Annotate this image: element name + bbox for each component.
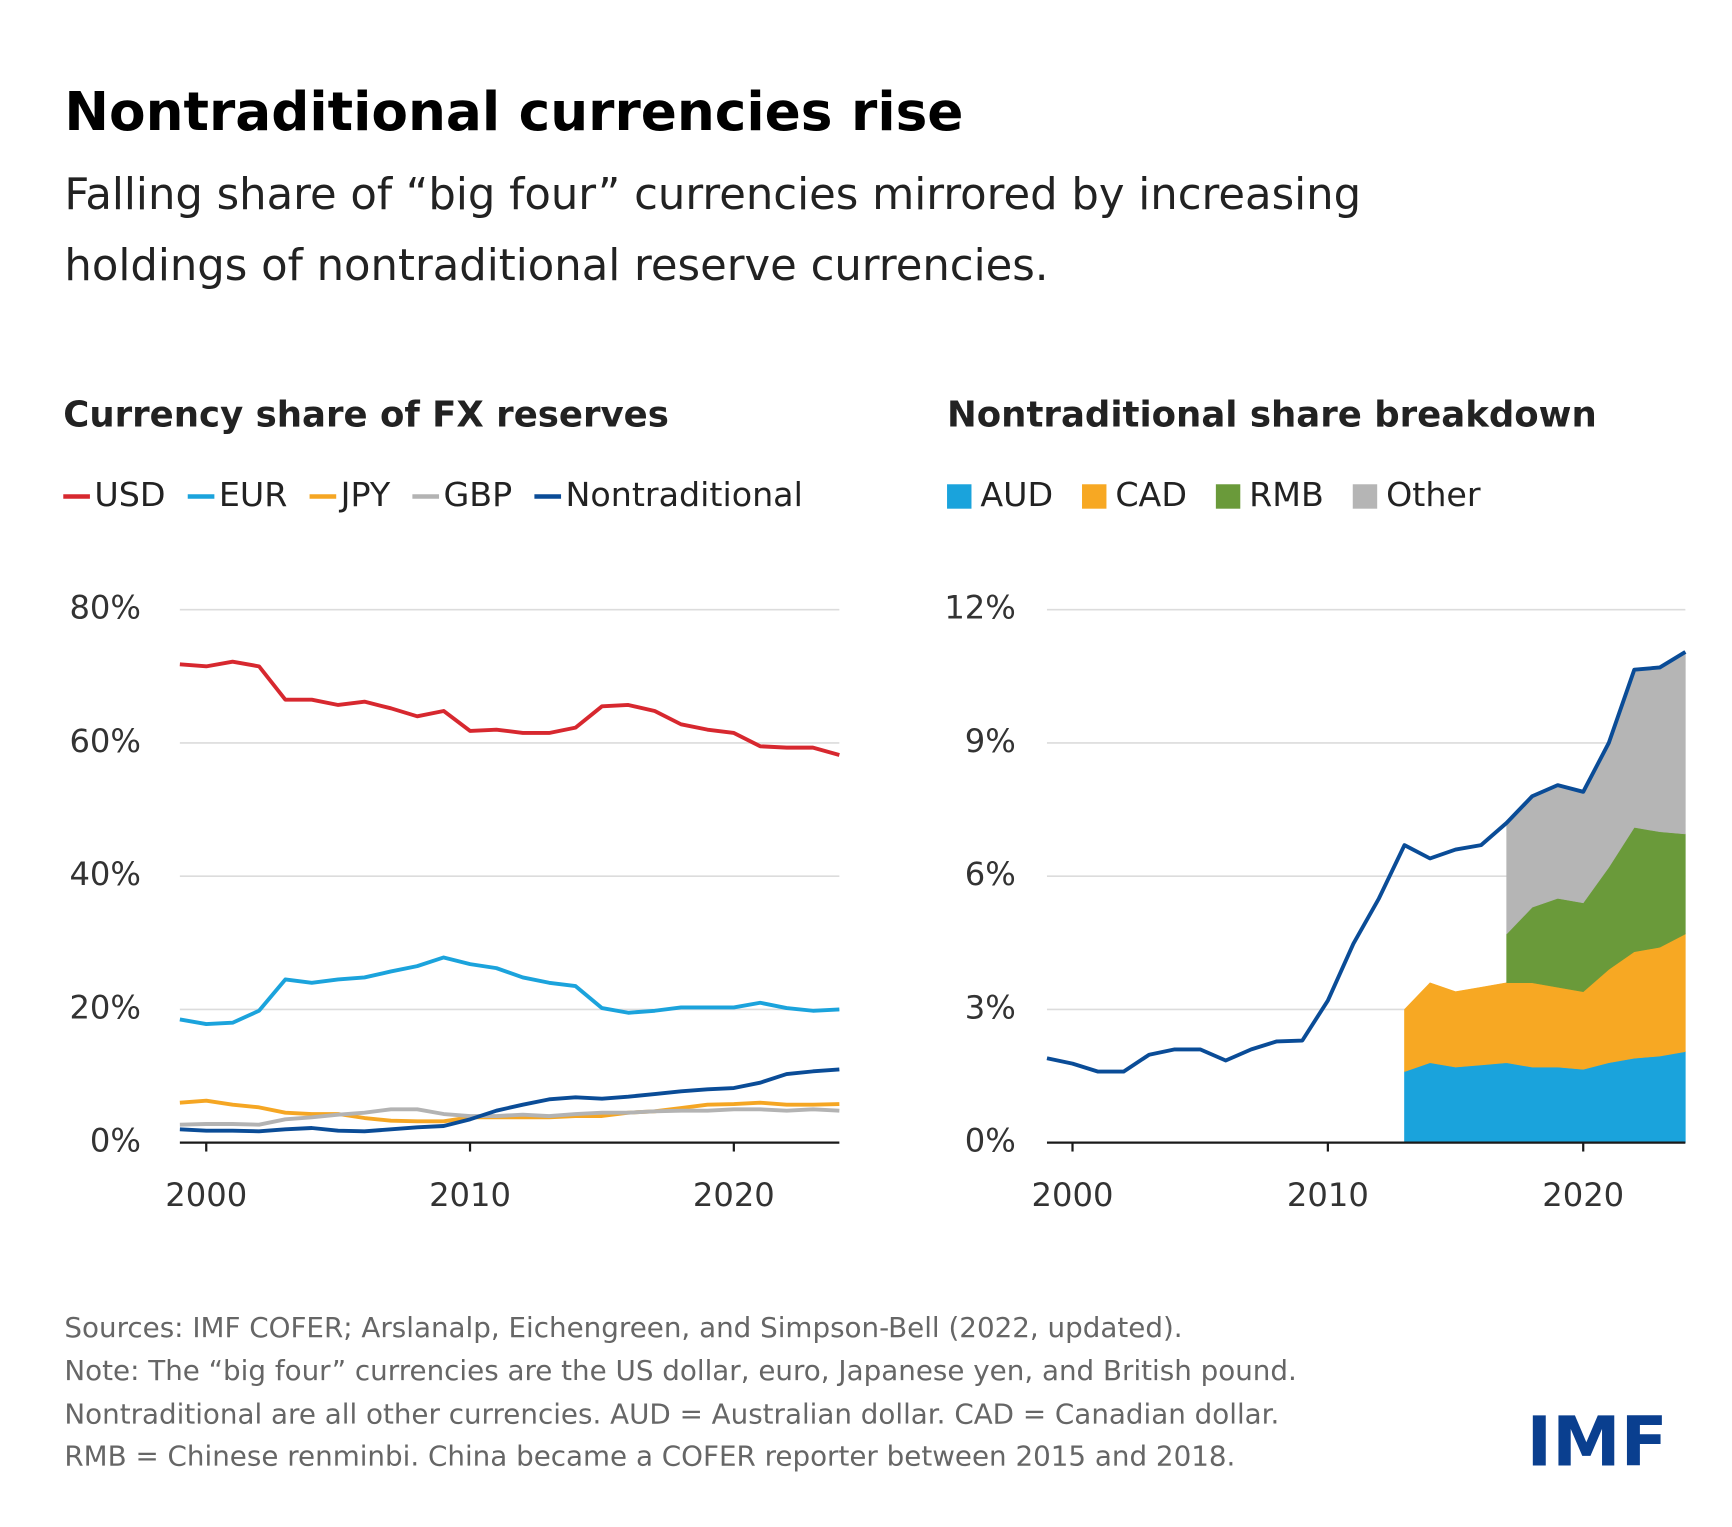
legend-label: JPY xyxy=(339,475,391,514)
note: Sources: IMF COFER; Arslanalp, Eichengre… xyxy=(64,1311,1182,1344)
y-tick-label: 0% xyxy=(90,1122,141,1160)
logo: IMF xyxy=(1526,1403,1667,1483)
y-tick-label: 40% xyxy=(69,855,141,893)
subtitle: holdings of nontraditional reserve curre… xyxy=(64,241,1048,291)
note: Note: The “big four” currencies are the … xyxy=(64,1354,1296,1387)
data-line xyxy=(179,1067,840,1134)
legend-marker xyxy=(1352,484,1378,509)
y-tick-label: 60% xyxy=(69,722,141,760)
chart-title: Currency share of FX reserves xyxy=(63,395,669,436)
legend-label: CAD xyxy=(1115,475,1187,514)
y-tick-label: 12% xyxy=(944,589,1016,627)
legend-label: GBP xyxy=(443,475,512,514)
note: Nontraditional are all other currencies.… xyxy=(64,1398,1279,1431)
legend-marker xyxy=(1215,484,1241,509)
legend-label: AUD xyxy=(980,475,1053,514)
chart-title: Nontraditional share breakdown xyxy=(947,395,1597,436)
legend-marker xyxy=(1082,484,1107,509)
legend-label: Other xyxy=(1386,475,1481,514)
data-line xyxy=(179,659,840,757)
legend-label: EUR xyxy=(219,475,288,514)
legend-marker xyxy=(947,484,972,509)
x-tick-label: 2010 xyxy=(429,1176,511,1214)
y-tick-label: 0% xyxy=(965,1122,1016,1160)
x-tick-label: 2020 xyxy=(693,1176,775,1214)
x-tick-label: 2000 xyxy=(165,1176,247,1214)
legend-label: USD xyxy=(94,475,165,514)
y-tick-label: 20% xyxy=(69,988,141,1026)
y-tick-label: 9% xyxy=(965,722,1016,760)
data-line xyxy=(179,955,840,1027)
legend-label: RMB xyxy=(1249,475,1324,514)
x-tick-label: 2000 xyxy=(1032,1176,1114,1214)
x-tick-label: 2010 xyxy=(1287,1176,1369,1214)
subtitle: Falling share of “big four” currencies m… xyxy=(64,170,1361,220)
y-tick-label: 3% xyxy=(965,988,1016,1026)
y-tick-label: 80% xyxy=(69,589,141,627)
legend-label: Nontraditional xyxy=(565,475,802,514)
data-line xyxy=(179,1098,840,1124)
title: Nontraditional currencies rise xyxy=(64,81,963,143)
y-tick-label: 6% xyxy=(965,855,1016,893)
data-line xyxy=(179,1107,840,1127)
note: RMB = Chinese renminbi. China became a C… xyxy=(64,1440,1235,1473)
x-tick-label: 2020 xyxy=(1542,1176,1624,1214)
data-line xyxy=(1046,650,1687,1074)
